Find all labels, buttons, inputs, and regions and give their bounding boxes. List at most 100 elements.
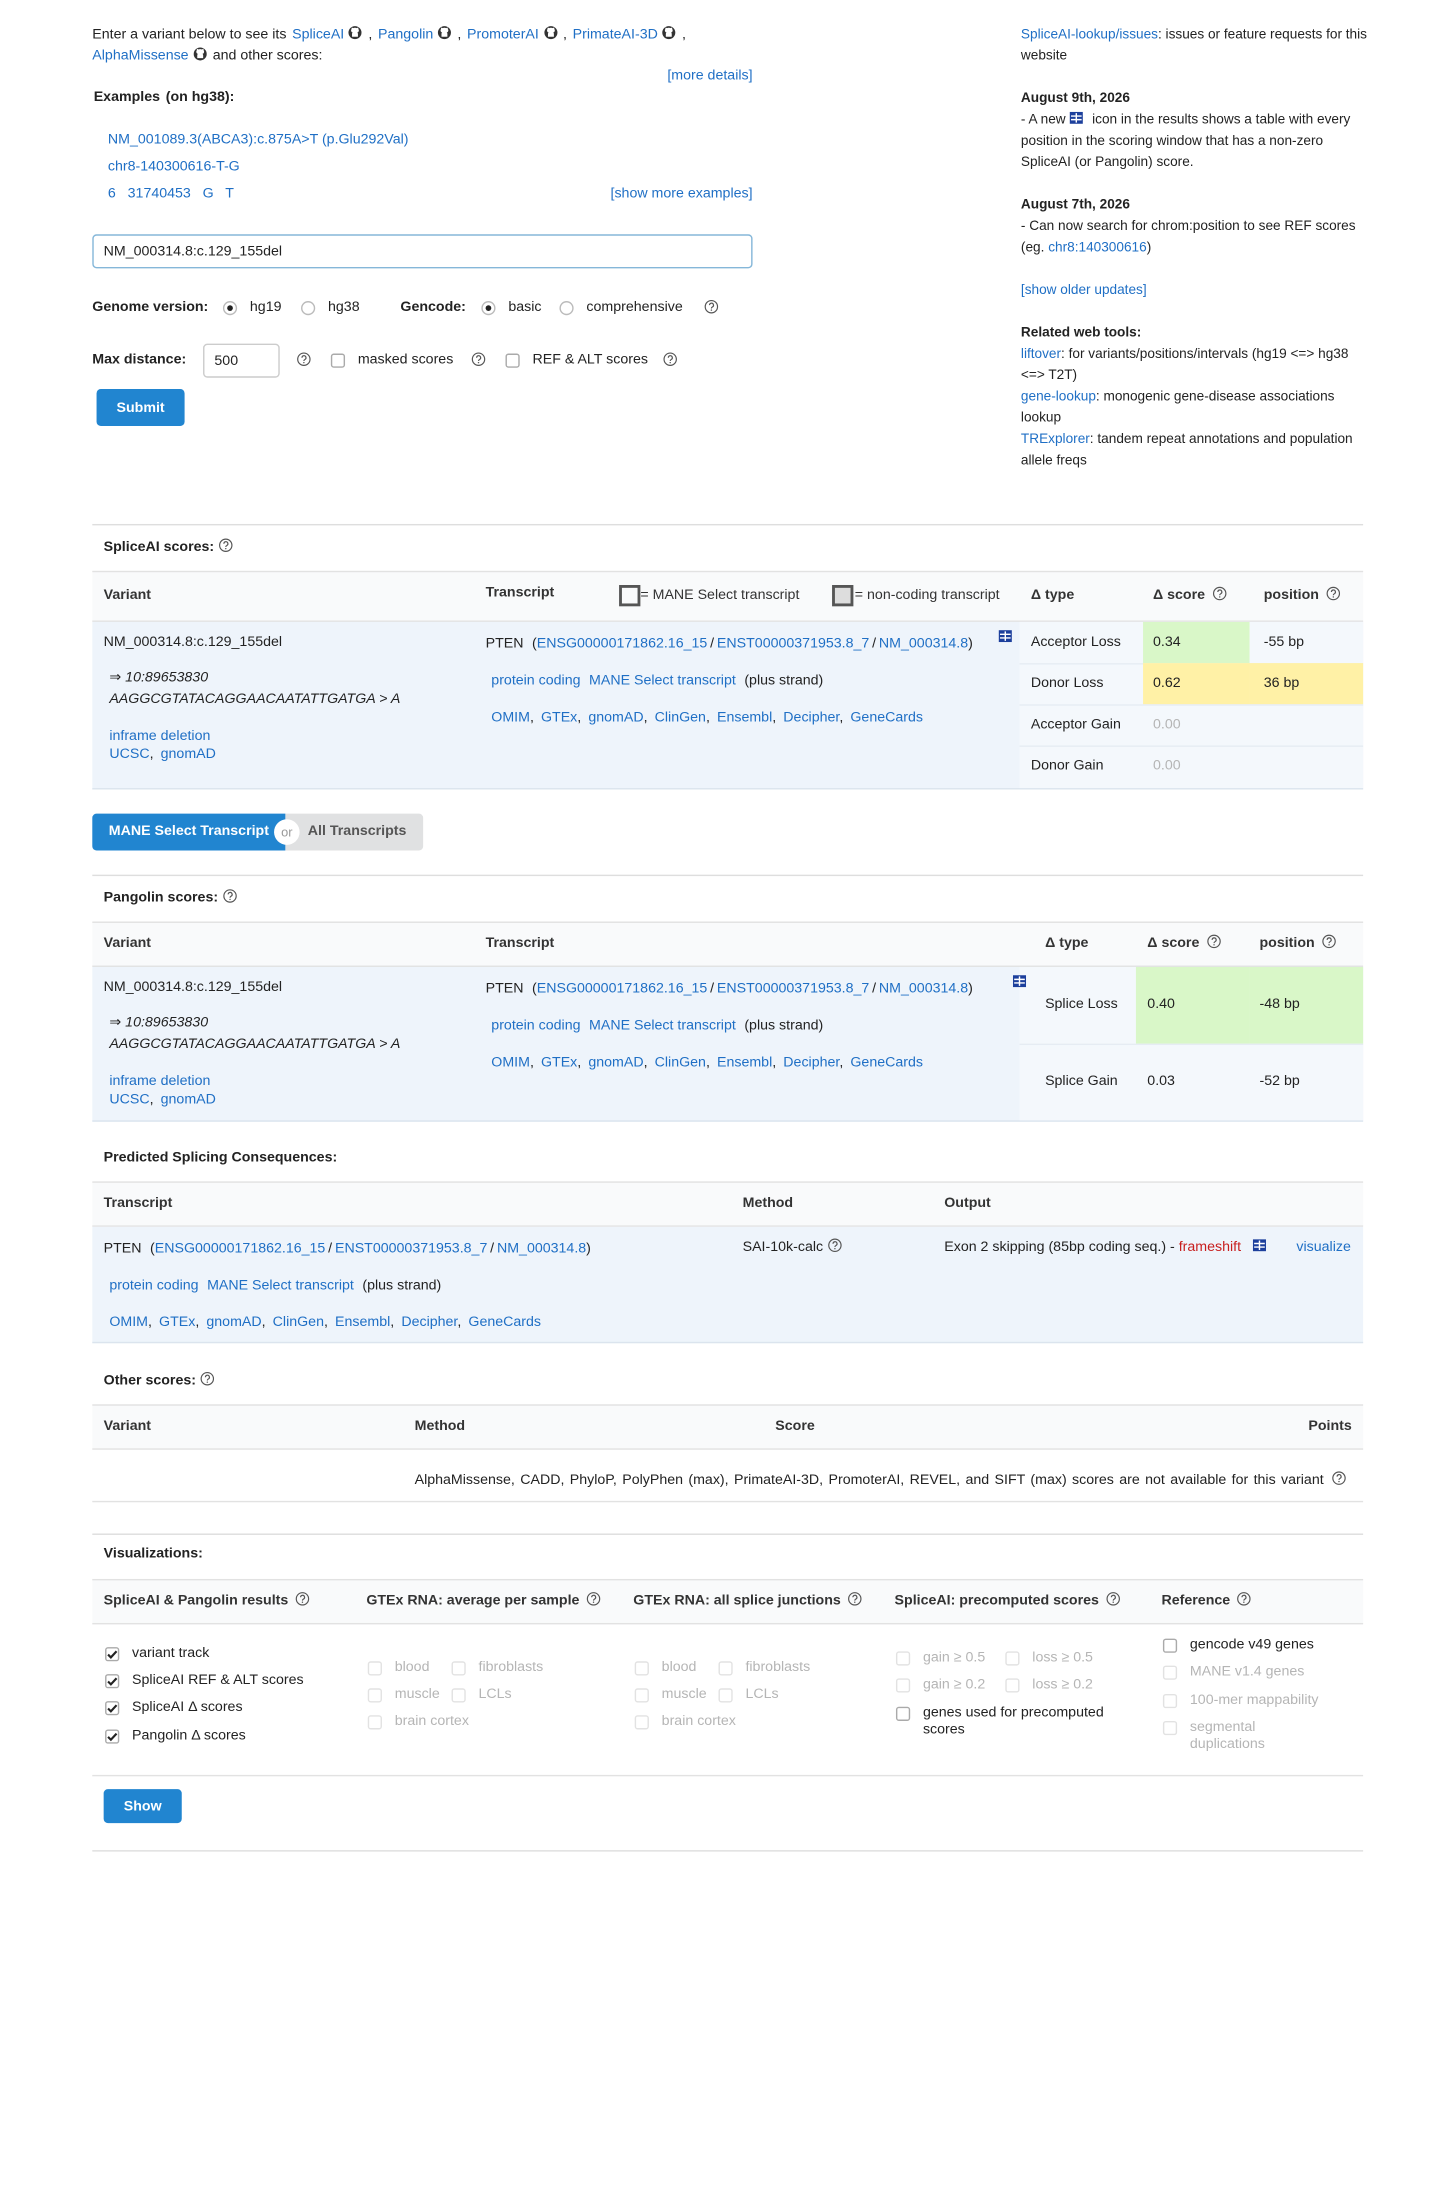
ext-link[interactable]: GeneCards (850, 1055, 923, 1071)
ext-link[interactable]: UCSC (109, 1091, 150, 1108)
older-updates[interactable]: [show older updates] (1020, 282, 1147, 299)
checkbox[interactable] (367, 1715, 382, 1731)
transcript-id[interactable]: ENST00000371953.8_7 (334, 1241, 488, 1257)
checkbox[interactable] (895, 1678, 911, 1693)
ext-link[interactable]: GeneCards (850, 709, 923, 726)
table-icon[interactable] (1252, 1238, 1266, 1252)
checkbox[interactable] (1162, 1638, 1178, 1653)
ext-link[interactable]: Decipher (783, 709, 840, 726)
more-details[interactable]: [more details] (667, 68, 753, 84)
all-toggle[interactable]: All Transcripts (285, 813, 424, 851)
checkbox[interactable] (105, 1647, 120, 1662)
tag[interactable]: MANE Select transcript (207, 1277, 354, 1294)
checkbox[interactable] (367, 1661, 382, 1676)
ext-link[interactable]: gnomAD (160, 746, 216, 763)
ext-link[interactable]: GTEx (159, 1314, 196, 1331)
consequence[interactable]: inframe deletion (109, 728, 211, 745)
ext-link[interactable]: gnomAD (160, 1091, 216, 1108)
checkbox[interactable] (105, 1674, 120, 1689)
tool-link[interactable]: PrimateAI-3D (573, 27, 677, 43)
ext-link[interactable]: GeneCards (468, 1314, 542, 1331)
checkbox[interactable] (505, 353, 520, 368)
ext-link[interactable]: gnomAD (588, 709, 644, 726)
tool-link[interactable]: liftover (1020, 346, 1062, 363)
checkbox[interactable] (105, 1728, 120, 1744)
transcript-id[interactable]: NM_000314.8 (878, 981, 969, 997)
table-icon[interactable] (1012, 974, 1026, 988)
checkbox[interactable] (895, 1706, 911, 1721)
radio[interactable] (222, 301, 238, 316)
ext-link[interactable]: Ensembl (716, 1055, 773, 1071)
tool-link[interactable]: AlphaMissense (92, 48, 207, 64)
ext-link[interactable]: gnomAD (206, 1314, 262, 1331)
tag[interactable]: MANE Select transcript (589, 1018, 736, 1034)
checkbox[interactable] (634, 1688, 649, 1703)
checkbox[interactable] (718, 1688, 733, 1703)
checkbox[interactable] (1005, 1678, 1020, 1693)
tag[interactable]: protein coding (109, 1277, 199, 1294)
ext-link[interactable]: OMIM (109, 1314, 148, 1331)
ext-link[interactable]: Ensembl (335, 1314, 391, 1331)
visualize-link[interactable]: visualize (1296, 1239, 1351, 1256)
ext-link[interactable]: ClinGen (654, 709, 706, 726)
tag[interactable]: MANE Select transcript (589, 673, 736, 689)
delta-type: Splice Loss (1045, 996, 1118, 1013)
ext-link[interactable]: UCSC (109, 746, 150, 763)
checkbox[interactable] (330, 353, 346, 368)
checkbox[interactable] (451, 1688, 466, 1703)
show-button[interactable]: Show (103, 1789, 182, 1824)
checkbox[interactable] (1162, 1693, 1178, 1708)
table-icon[interactable] (998, 629, 1012, 643)
checkbox[interactable] (367, 1688, 382, 1703)
transcript-id[interactable]: NM_000314.8 (496, 1241, 587, 1257)
comma: , (261, 1314, 266, 1331)
checkbox[interactable] (1005, 1651, 1020, 1666)
checkbox[interactable] (895, 1651, 911, 1666)
consequence[interactable]: inframe deletion (109, 1073, 211, 1090)
mane-toggle[interactable]: MANE Select Transcript (92, 813, 286, 851)
example[interactable]: NM_001089.3(ABCA3):c.875A>T (p.Glu292Val… (107, 132, 409, 148)
tool-link[interactable]: gene-lookup (1020, 389, 1096, 405)
tool-link[interactable]: TRExplorer (1020, 431, 1090, 448)
tool-link[interactable]: SpliceAI (292, 27, 363, 43)
ext-link[interactable]: OMIM (491, 709, 530, 726)
checkbox[interactable] (105, 1701, 120, 1716)
ext-link[interactable]: GTEx (540, 1055, 578, 1071)
submit-button[interactable]: Submit (96, 389, 185, 426)
ext-link[interactable]: ClinGen (272, 1314, 324, 1331)
ext-link[interactable]: Decipher (401, 1314, 458, 1331)
transcript-id[interactable]: ENSG00000171862.16_15 (154, 1241, 326, 1257)
transcript-id[interactable]: NM_000314.8 (878, 636, 969, 652)
radio[interactable] (481, 301, 496, 316)
tool-link[interactable]: PromoterAI (467, 27, 557, 43)
checkbox[interactable] (718, 1661, 733, 1676)
show-more-examples[interactable]: [show more examples] (610, 186, 753, 202)
table-icon[interactable] (1070, 111, 1084, 125)
max-distance-input[interactable] (203, 343, 280, 378)
ext-link[interactable]: gnomAD (588, 1055, 644, 1071)
variant-input[interactable] (92, 234, 753, 269)
issues-link[interactable]: SpliceAI-lookup/issues (1020, 26, 1158, 43)
ext-link[interactable]: Ensembl (716, 709, 773, 726)
link[interactable]: chr8:140300616 (1048, 239, 1147, 256)
checkbox[interactable] (1162, 1720, 1178, 1735)
tag[interactable]: protein coding (491, 673, 581, 689)
tag[interactable]: protein coding (491, 1018, 581, 1034)
ext-link[interactable]: Decipher (783, 1055, 840, 1071)
radio[interactable] (301, 301, 316, 316)
example[interactable]: chr8-140300616-T-G (107, 159, 240, 175)
radio[interactable] (559, 301, 574, 316)
ext-link[interactable]: ClinGen (654, 1055, 706, 1071)
checkbox[interactable] (634, 1715, 649, 1731)
example[interactable]: 6 31740453 G T (107, 186, 234, 202)
transcript-id[interactable]: ENST00000371953.8_7 (716, 636, 870, 652)
checkbox[interactable] (634, 1661, 649, 1676)
checkbox[interactable] (1162, 1665, 1178, 1681)
transcript-id[interactable]: ENST00000371953.8_7 (716, 981, 870, 997)
ext-link[interactable]: GTEx (540, 709, 578, 726)
checkbox[interactable] (451, 1661, 466, 1676)
transcript-id[interactable]: ENSG00000171862.16_15 (536, 636, 708, 652)
ext-link[interactable]: OMIM (491, 1055, 530, 1071)
transcript-id[interactable]: ENSG00000171862.16_15 (536, 981, 708, 997)
tool-link[interactable]: Pangolin (378, 27, 452, 43)
